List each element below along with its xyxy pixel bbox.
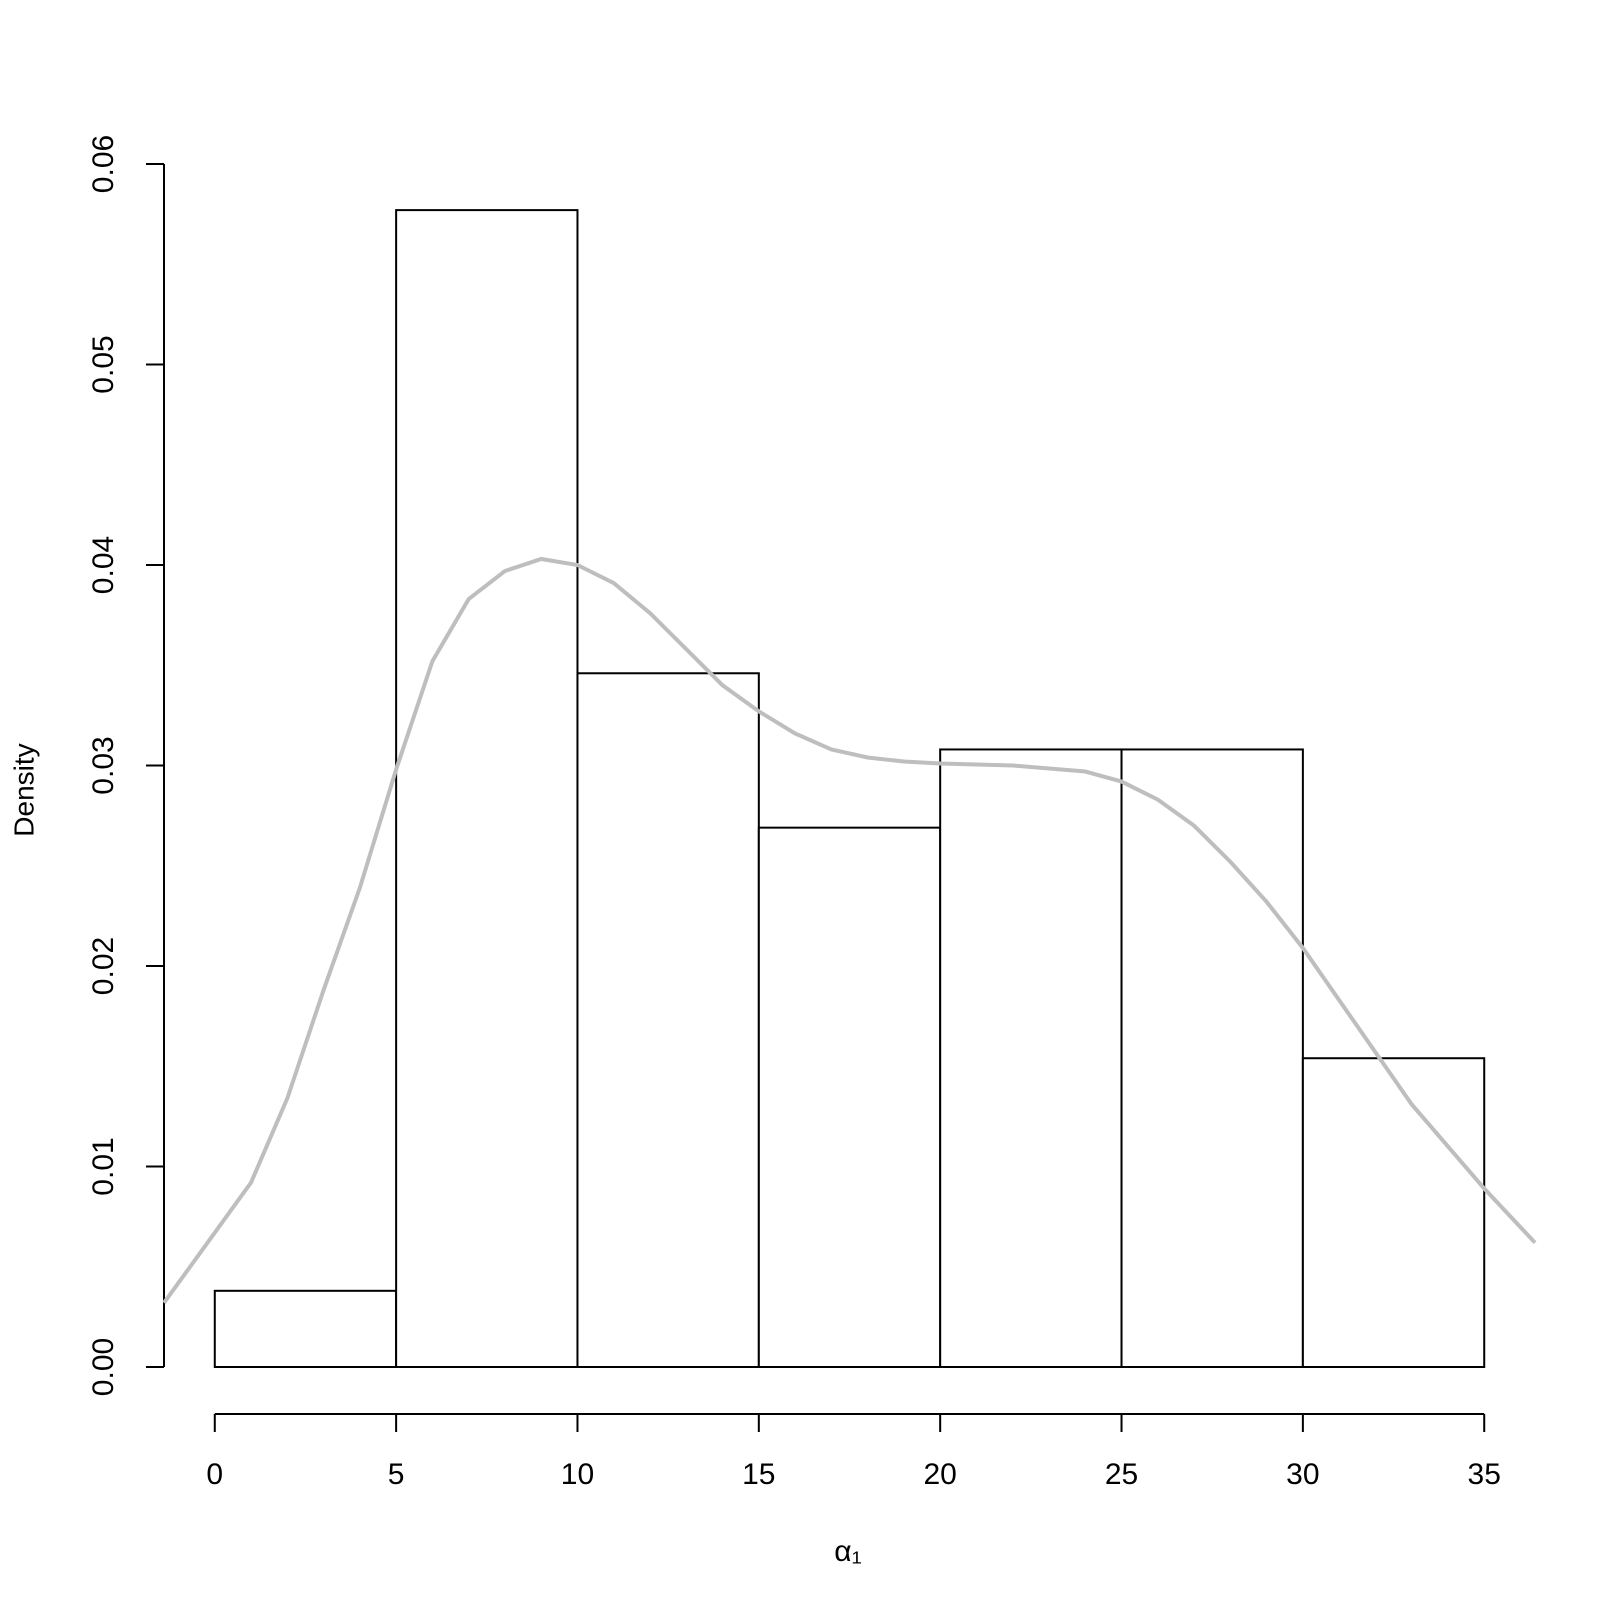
bar [213,1289,398,1369]
x-tick-label: 0 [206,1458,223,1491]
x-tick-label: 25 [1105,1458,1138,1491]
y-tick-label: 0.05 [87,335,120,393]
bar [757,826,942,1368]
x-tick-label: 10 [561,1458,594,1491]
y-tick-label: 0.06 [87,135,120,193]
bar [395,209,579,1369]
x-tick-label: 15 [742,1458,775,1491]
y-tick-label: 0.02 [87,937,120,995]
x-tick-label: 35 [1468,1458,1501,1491]
bar [576,672,760,1368]
x-tick-label: 20 [923,1458,956,1491]
y-tick-label: 0.04 [87,536,120,594]
bar [1120,748,1304,1368]
bar [939,748,1123,1368]
x-axis-label: α₁ [834,1535,861,1568]
y-tick-label: 0.00 [87,1338,120,1396]
density-line [162,556,1537,1305]
x-tick-label: 5 [388,1458,405,1491]
x-tick-label: 30 [1286,1458,1319,1491]
y-axis-label: Density [8,743,39,836]
y-tick-label: 0.03 [87,736,120,794]
bar [1301,1057,1486,1368]
y-tick-label: 0.01 [87,1137,120,1195]
